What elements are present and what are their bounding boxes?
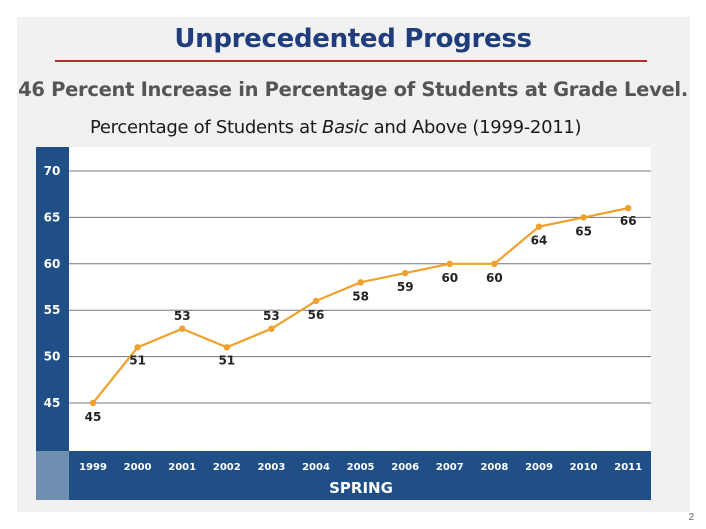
chart-title: Percentage of Students at Basic and Abov… <box>90 117 650 138</box>
y-tick-label: 65 <box>44 210 61 224</box>
slide-subtitle: 46 Percent Increase in Percentage of Stu… <box>18 78 688 101</box>
y-tick-label: 60 <box>44 257 61 271</box>
data-label: 51 <box>129 353 146 367</box>
chart-title-emphasis: Basic <box>322 117 369 138</box>
axis-corner-block <box>36 451 69 500</box>
x-tick-label: 2011 <box>614 462 642 473</box>
data-label: 58 <box>352 289 369 303</box>
x-tick-label: 2007 <box>436 462 464 473</box>
x-tick-label: 2010 <box>570 462 598 473</box>
y-tick-label: 45 <box>44 396 61 410</box>
slide-title: Unprecedented Progress <box>174 24 532 54</box>
title-underline <box>55 60 647 62</box>
y-axis-band <box>36 147 69 451</box>
data-point <box>223 344 230 351</box>
data-point <box>134 344 141 351</box>
data-point <box>625 204 632 212</box>
x-tick-label: 2008 <box>480 462 508 473</box>
x-tick-label: 2005 <box>347 462 375 473</box>
y-tick-label: 55 <box>44 303 61 317</box>
data-label: 51 <box>218 353 235 367</box>
x-tick-label: 2002 <box>213 462 241 473</box>
data-point <box>357 279 364 286</box>
x-axis-title: SPRING <box>329 479 393 497</box>
data-label: 56 <box>308 308 325 322</box>
data-point <box>268 325 275 332</box>
data-point <box>402 269 409 277</box>
x-tick-label: 2009 <box>525 462 553 473</box>
data-point <box>179 325 186 332</box>
chart-title-suffix: and Above (1999-2011) <box>368 117 582 138</box>
y-tick-label: 50 <box>44 350 61 364</box>
x-tick-label: 2006 <box>391 462 419 473</box>
x-tick-label: 2003 <box>257 462 285 473</box>
data-point <box>491 260 498 267</box>
x-tick-label: 2000 <box>124 462 152 473</box>
data-label: 53 <box>174 309 191 323</box>
data-point <box>580 214 587 221</box>
page-number: 2 <box>688 512 694 523</box>
data-point <box>89 399 97 407</box>
chart-title-prefix: Percentage of Students at <box>90 117 323 138</box>
data-label: 66 <box>620 214 637 228</box>
data-label: 60 <box>486 271 503 285</box>
plot-area <box>69 147 651 451</box>
data-point <box>312 297 320 305</box>
data-label: 64 <box>531 234 548 248</box>
data-point <box>446 260 453 267</box>
x-tick-label: 1999 <box>79 462 107 473</box>
data-label: 45 <box>85 410 102 424</box>
data-label: 60 <box>441 271 458 285</box>
data-label: 53 <box>263 309 280 323</box>
data-point <box>535 223 543 230</box>
data-label: 59 <box>397 280 414 294</box>
x-tick-label: 2001 <box>168 462 196 473</box>
y-tick-label: 70 <box>44 164 61 178</box>
data-label: 65 <box>575 224 592 238</box>
x-axis-band <box>69 451 651 500</box>
x-tick-label: 2004 <box>302 462 330 473</box>
